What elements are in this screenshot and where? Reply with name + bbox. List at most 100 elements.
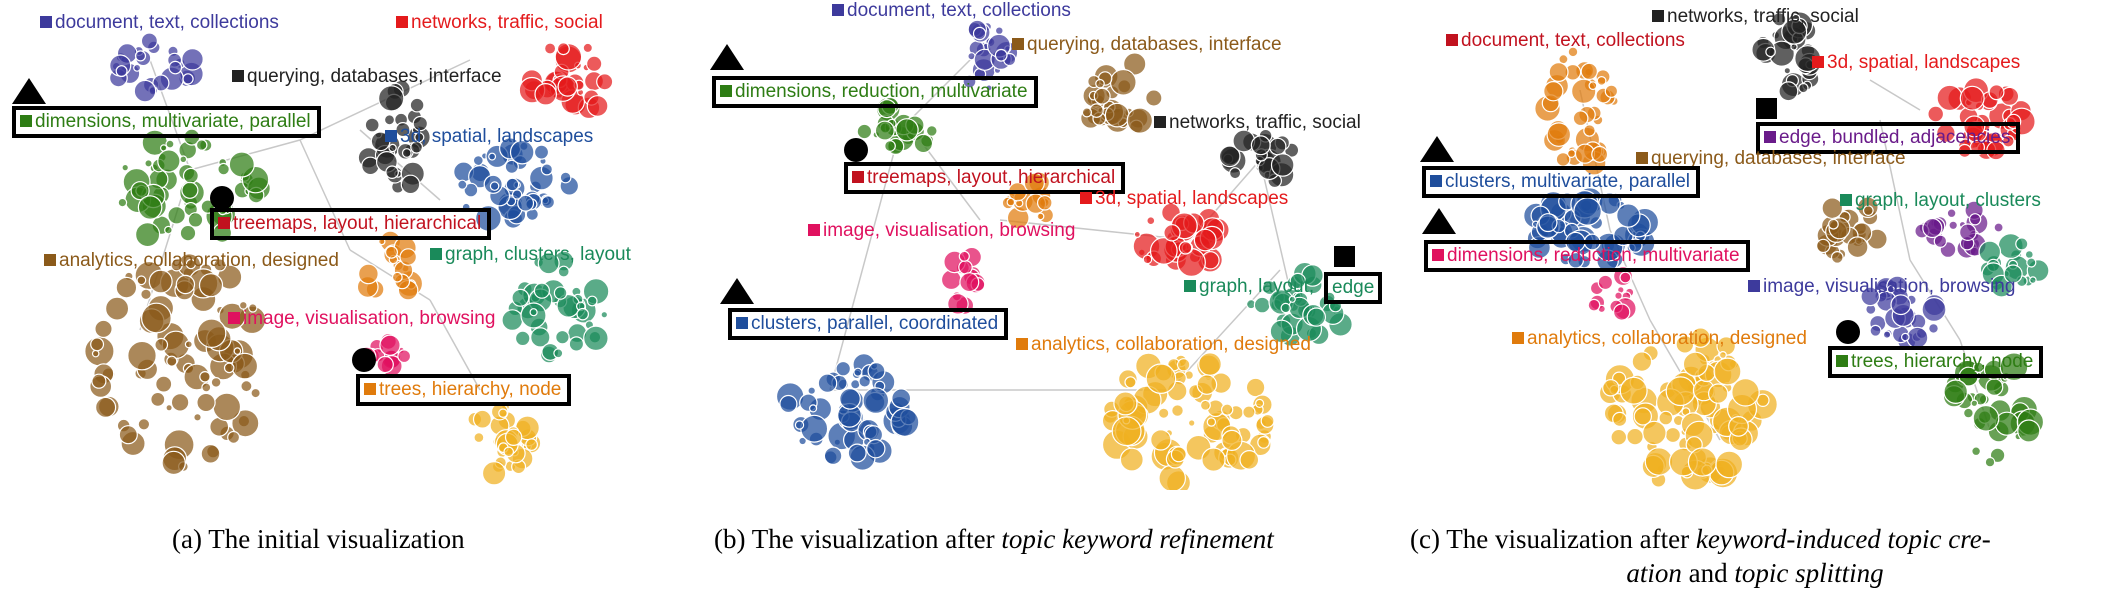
topic-label[interactable]: image, visualisation, browsing [1748,276,2015,298]
bubble [541,195,555,210]
bubble [498,408,508,418]
bubble [228,151,255,178]
topic-label-highlighted[interactable]: edge, bundled, adjacencies [1756,122,2021,154]
bubble [1177,358,1191,372]
bubble [90,337,105,352]
bubble [1900,332,1910,342]
bubble [1269,319,1294,344]
topic-label-highlighted[interactable]: treemaps, layout, hierarchical [844,162,1126,194]
topic-label-text: querying, databases, interface [1027,34,1282,55]
topic-label[interactable]: document, text, collections [1446,30,1685,52]
bubble [248,303,258,313]
topic-label[interactable]: querying, databases, interface [232,66,502,88]
topic-label[interactable]: graph, layout, clusters [1840,190,2041,212]
color-swatch [228,312,240,324]
topic-label[interactable]: 3d, spatial, landscapes [385,126,593,148]
bubble [1081,107,1092,118]
topic-label-text: querying, databases, interface [1651,148,1906,169]
bubble [556,42,570,56]
triangle-marker [720,278,754,304]
panel-a-scatter [84,32,614,486]
bubble [488,152,497,161]
bubble [1988,84,2005,101]
bubble [1193,228,1217,252]
bubble-cluster [108,32,204,103]
color-swatch [40,16,52,28]
bubble-cluster [1534,46,1619,176]
bubble [181,47,204,71]
triangle-marker [12,78,46,104]
topic-label-highlighted[interactable]: dimensions, reduction, multivariate [1424,240,1750,272]
topic-label-highlighted[interactable]: trees, hierarchy, node [1828,346,2044,378]
bubble [839,387,861,410]
topic-label[interactable]: analytics, collaboration, designed [1016,334,1311,356]
topic-label[interactable]: networks, traffic, social [1154,112,1361,134]
topic-label[interactable]: document, text, collections [832,0,1071,22]
topic-label[interactable]: networks, traffic, social [396,12,603,34]
bubble [1036,212,1045,221]
topic-label[interactable]: 3d, spatial, landscapes [1812,52,2020,74]
bubble [1257,436,1270,449]
bubble [1109,68,1137,96]
color-swatch [430,248,442,260]
triangle-marker [710,44,744,70]
topic-label-highlighted[interactable]: trees, hierarchy, node [356,374,572,406]
link-edge [1869,79,1921,111]
bubble [1170,446,1187,463]
topic-label[interactable]: analytics, collaboration, designed [1512,328,1807,350]
topic-label-highlighted[interactable]: treemaps, layout, hierarchical [210,208,492,240]
bubble [1036,195,1053,211]
topic-label[interactable]: analytics, collaboration, designed [44,250,339,272]
bubble [121,163,130,172]
topic-label[interactable]: querying, databases, interface [1012,34,1282,56]
bubble [994,26,1004,36]
bubble [1253,296,1271,314]
bubble [835,360,851,377]
bubble [1928,323,1939,334]
bubble [2024,250,2034,260]
bubble [596,73,614,91]
bubble [867,362,886,381]
bubble [1221,429,1243,451]
bubble [576,307,589,321]
topic-label-highlighted[interactable]: clusters, parallel, coordinated [728,308,1009,340]
topic-label[interactable]: 3d, spatial, landscapes [1080,188,1288,210]
bubble [1124,376,1137,389]
bubble [250,387,261,399]
bubble [1846,236,1869,259]
topic-label[interactable]: graph, clusters, layout [430,244,631,266]
bubble [1614,291,1623,301]
topic-label-highlighted[interactable]: dimensions, multivariate, parallel [12,106,321,138]
bubble [134,50,147,62]
bubble [472,155,484,167]
topic-label-highlighted[interactable]: edge [1324,272,1383,304]
topic-label-text: trees, hierarchy, node [1851,351,2034,372]
topic-label[interactable]: graph, layout, [1184,276,1314,298]
bubble [1959,85,1985,111]
color-swatch [218,217,230,229]
bubble [1687,447,1718,477]
square-marker [1756,98,1777,119]
topic-label-highlighted[interactable]: dimensions, reduction, multivariate [712,76,1038,108]
color-swatch [44,254,56,266]
caption-text: (a) The initial visualization [172,524,465,554]
bubble [1682,351,1708,377]
topic-label[interactable]: networks, traffic, social [1652,6,1859,28]
topic-label[interactable]: image, visualisation, browsing [228,308,495,330]
bubble [1145,89,1163,107]
topic-label-text: image, visualisation, browsing [1763,276,2016,297]
bubble [1984,456,1996,468]
color-swatch [1836,355,1848,367]
bubble [1270,153,1295,177]
topic-label-highlighted[interactable]: clusters, multivariate, parallel [1422,166,1700,198]
bubble [1665,376,1696,407]
topic-label[interactable]: querying, databases, interface [1636,148,1906,170]
topic-label[interactable]: document, text, collections [40,12,279,34]
color-swatch [1430,175,1442,187]
topic-label[interactable]: image, visualisation, browsing [808,220,1075,242]
bubble [1567,251,1584,269]
bubble [958,259,973,275]
caption-a: (a) The initial visualization [172,522,465,556]
bubble [140,288,152,301]
link-edge [829,129,901,391]
